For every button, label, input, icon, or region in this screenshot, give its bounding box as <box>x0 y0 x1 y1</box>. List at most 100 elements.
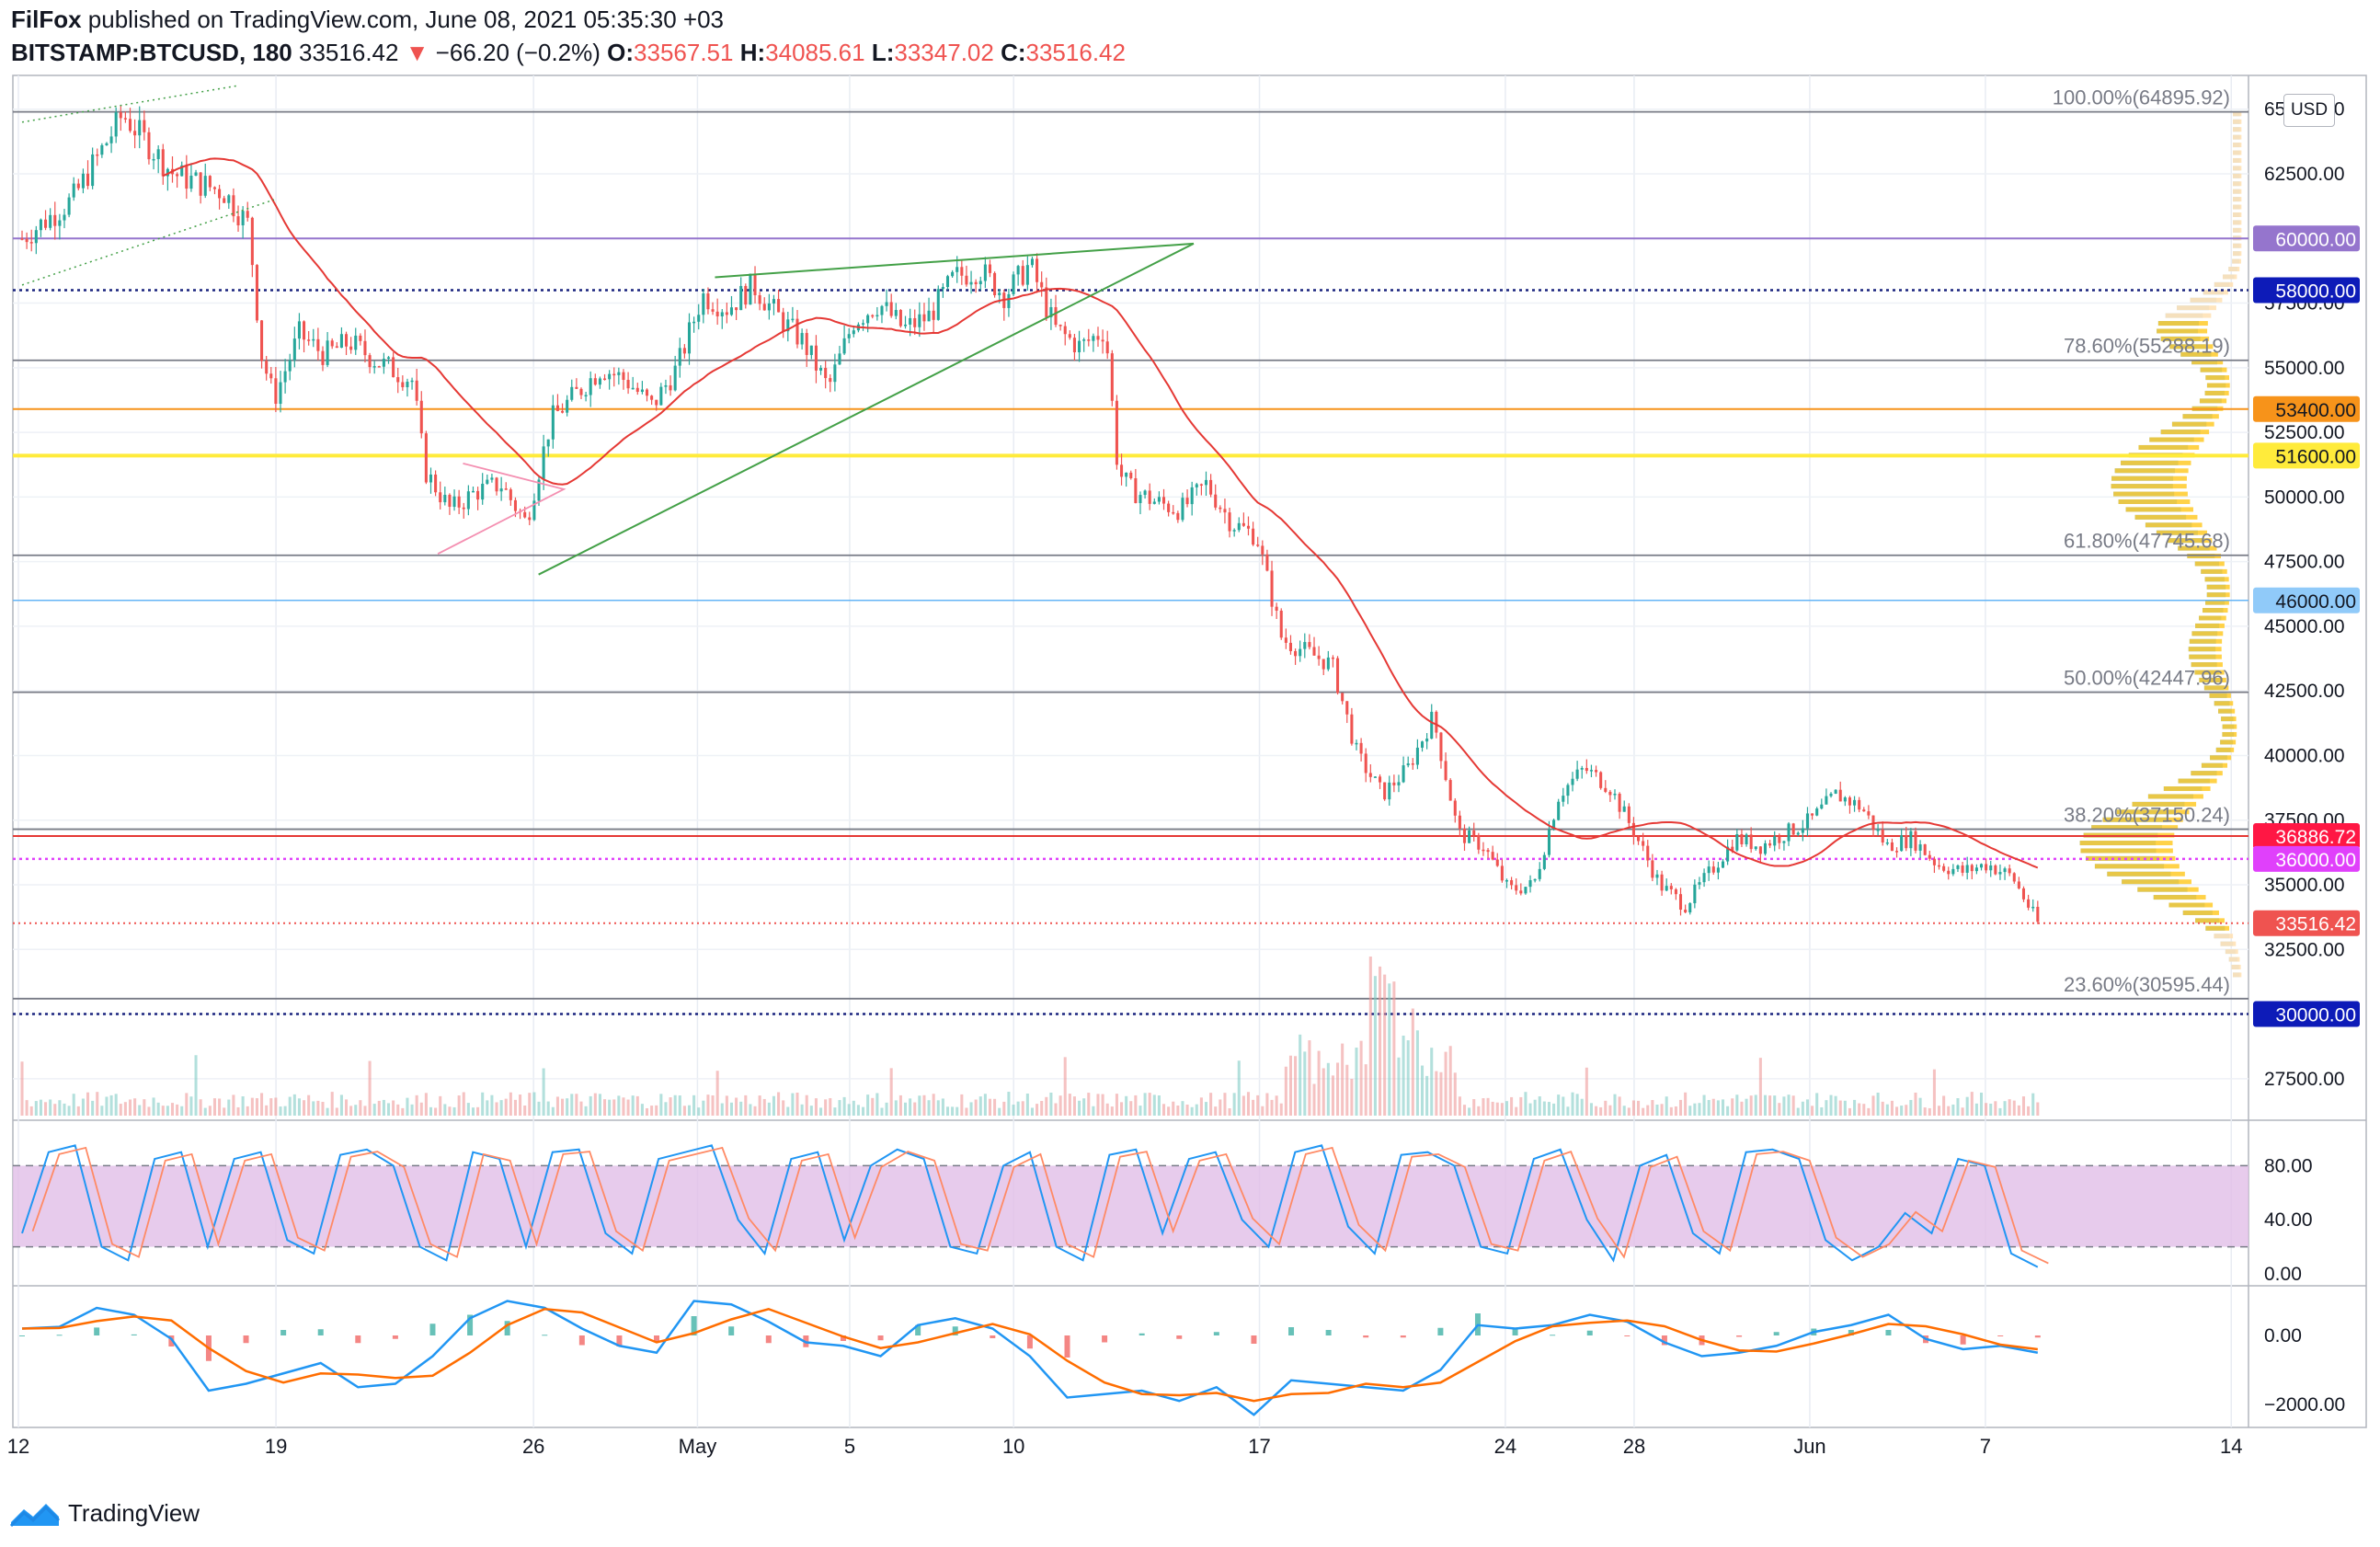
volume-bar <box>1402 1036 1405 1116</box>
volume-profile-bar <box>2218 708 2236 714</box>
volume-profile-bar <box>2169 344 2214 350</box>
volume-bar <box>1642 1107 1645 1116</box>
volume-bar <box>1058 1095 1062 1116</box>
volume-bar <box>1791 1095 1795 1116</box>
volume-bar <box>753 1106 757 1116</box>
macd-histogram-bar <box>1139 1333 1145 1335</box>
currency-button[interactable]: USD <box>2283 94 2335 127</box>
candle-body <box>100 144 104 155</box>
candle-body <box>265 361 269 374</box>
volume-bar <box>1519 1096 1523 1116</box>
volume-bar <box>542 1068 545 1116</box>
candle-body <box>504 488 508 490</box>
candle-body <box>777 299 781 313</box>
volume-profile-bar <box>2233 134 2242 140</box>
candle-body <box>189 175 193 189</box>
macd-axis-tick: −2000.00 <box>2264 1394 2345 1415</box>
volume-bar <box>415 1094 418 1116</box>
volume-bar <box>838 1100 841 1116</box>
volume-bar <box>1871 1095 1875 1116</box>
candle-body <box>706 293 710 310</box>
candle-body <box>499 488 503 492</box>
x-axis-label: May <box>679 1435 717 1458</box>
tradingview-logo-icon[interactable] <box>9 1500 61 1528</box>
candle-body <box>1961 865 1964 873</box>
volume-bar <box>1148 1093 1151 1116</box>
candle-body <box>965 275 968 285</box>
candle-body <box>753 273 757 295</box>
volume-bar <box>993 1098 997 1116</box>
candle-body <box>1425 739 1429 742</box>
candle-body <box>1515 885 1518 891</box>
price-tag-bg <box>2253 822 2360 849</box>
candle-body <box>1252 528 1255 545</box>
volume-profile-bar <box>2156 530 2207 535</box>
price-chart[interactable]: 121926May510172428Jun71465000.0062500.00… <box>0 0 2380 1490</box>
candle-body <box>1646 845 1650 861</box>
volume-profile-bar <box>2233 972 2242 978</box>
volume-profile-bar <box>2233 251 2242 257</box>
volume-bar <box>1571 1092 1574 1116</box>
candle-body <box>1918 844 1922 851</box>
volume-bar <box>546 1101 550 1116</box>
volume-profile-bar <box>2221 716 2237 722</box>
volume-bar <box>1881 1101 1884 1116</box>
candle-body <box>185 165 189 189</box>
volume-bar <box>1068 1094 1071 1116</box>
volume-profile-bar <box>2111 484 2187 489</box>
footer-brand[interactable]: TradingView <box>68 1499 200 1527</box>
volume-bar <box>969 1102 973 1116</box>
close-label: C: <box>1001 39 1026 66</box>
candle-body <box>53 214 57 226</box>
volume-bar <box>307 1094 311 1116</box>
volume-profile-bar <box>2233 157 2242 163</box>
symbol-name[interactable]: BITSTAMP:BTCUSD, 180 <box>11 39 292 66</box>
macd-histogram-bar <box>317 1329 324 1335</box>
candle-body <box>339 334 343 349</box>
volume-bar <box>1773 1095 1777 1116</box>
candle-body <box>481 483 485 500</box>
candle-body <box>2017 881 2020 888</box>
volume-bar <box>1025 1093 1029 1116</box>
volume-bar <box>988 1098 992 1116</box>
candle-body <box>523 511 527 518</box>
volume-bar <box>1435 1071 1438 1116</box>
volume-bar <box>1167 1106 1171 1116</box>
volume-bar <box>1655 1105 1659 1116</box>
volume-bar <box>1749 1095 1753 1116</box>
volume-bar <box>856 1105 860 1116</box>
candle-body <box>687 322 692 354</box>
candle-body <box>1637 836 1641 842</box>
volume-bar <box>1472 1099 1476 1116</box>
candle-body <box>1161 497 1166 504</box>
volume-bar <box>180 1106 184 1116</box>
candle-body <box>1025 265 1029 285</box>
candle-body <box>866 315 870 324</box>
volume-bar <box>1961 1107 1964 1116</box>
volume-bar <box>1308 1040 1311 1116</box>
candle-body <box>1731 846 1734 851</box>
volume-bar <box>349 1106 353 1116</box>
volume-bar <box>462 1092 465 1116</box>
volume-bar <box>39 1099 42 1116</box>
volume-profile-bar <box>2205 375 2230 381</box>
volume-bar <box>1693 1103 1697 1116</box>
volume-bar <box>1566 1106 1570 1116</box>
candle-body <box>1604 787 1608 792</box>
candle-body <box>542 446 545 480</box>
volume-bar <box>669 1097 672 1116</box>
volume-bar <box>1688 1106 1692 1116</box>
fib-level-label: 78.60%(55288.19) <box>2064 335 2230 358</box>
candle-body <box>998 292 1001 295</box>
volume-bar <box>1152 1094 1156 1116</box>
y-axis-tick: 35000.00 <box>2264 875 2345 896</box>
candle-body <box>640 389 644 393</box>
y-axis-tick: 45000.00 <box>2264 616 2345 637</box>
volume-bar <box>1406 1040 1410 1116</box>
candle-body <box>1914 831 1917 851</box>
author-name[interactable]: FilFox <box>11 6 82 33</box>
y-axis-tick: 40000.00 <box>2264 745 2345 766</box>
candle-body <box>354 335 358 350</box>
volume-bar <box>410 1104 414 1116</box>
candle-body <box>1843 797 1847 802</box>
